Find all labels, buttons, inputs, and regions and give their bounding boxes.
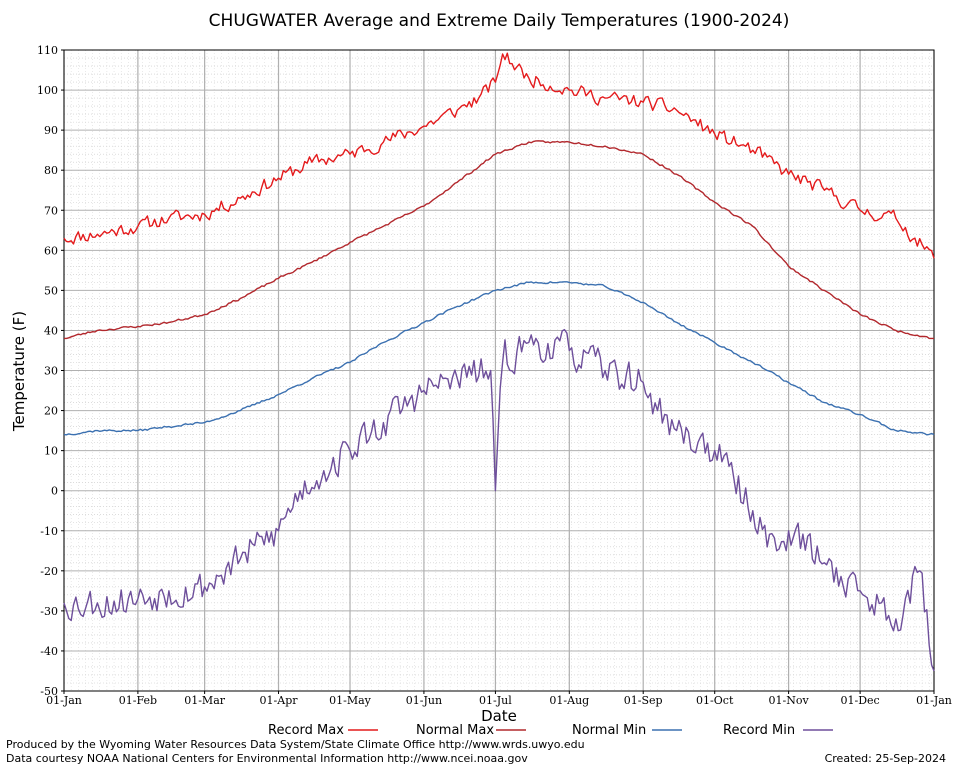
legend-label-record-max: Record Max xyxy=(268,723,344,738)
series-layer xyxy=(63,52,935,672)
y-tick-label: -10 xyxy=(40,525,58,538)
y-tick-label: 60 xyxy=(44,244,58,257)
y-tick-label: 110 xyxy=(37,44,58,57)
y-tick-label: 10 xyxy=(44,445,58,458)
x-axis-ticks: 01-Jan 01-Feb 01-Mar 01-Apr 01-May 01-Jun 01-J… xyxy=(46,691,952,707)
x-tick-label: 01-Mar xyxy=(184,694,226,707)
x-tick-label: 01-Feb xyxy=(119,694,157,707)
y-tick-label: -40 xyxy=(40,645,58,658)
y-tick-label: 30 xyxy=(44,365,58,378)
y-tick-label: -50 xyxy=(40,685,58,698)
y-tick-label: 20 xyxy=(44,405,58,418)
y-tick-label: -20 xyxy=(40,565,58,578)
legend-label-record-min: Record Min xyxy=(723,723,795,738)
footer-produced-by: Produced by the Wyoming Water Resources … xyxy=(6,738,585,751)
x-tick-label: 01-Oct xyxy=(696,694,734,707)
y-axis-ticks: -50 -40 -30 -20 -10 0 10 20 30 40 50 60 70 80 90 100 110 xyxy=(37,44,64,698)
legend-label-normal-min: Normal Min xyxy=(572,723,646,738)
footer-data-courtesy: Data courtesy NOAA National Centers for … xyxy=(6,752,528,765)
y-tick-label: 90 xyxy=(44,124,58,137)
series-line-normal-min xyxy=(63,281,935,436)
y-tick-label: 100 xyxy=(37,84,58,97)
y-tick-label: 80 xyxy=(44,164,58,177)
x-tick-label: 01-Jan xyxy=(916,694,952,707)
series-line-record-min xyxy=(63,328,935,672)
x-tick-label: 01-Apr xyxy=(260,694,299,707)
footer-created: Created: 25-Sep-2024 xyxy=(824,752,946,765)
chart-title: CHUGWATER Average and Extreme Daily Temp… xyxy=(209,11,790,31)
y-tick-label: 0 xyxy=(51,485,58,498)
legend-label-normal-max: Normal Max xyxy=(416,723,494,738)
y-tick-label: -30 xyxy=(40,605,58,618)
y-axis-label: Temperature (F) xyxy=(10,311,28,432)
x-tick-label: 01-Jan xyxy=(46,694,82,707)
x-tick-label: 01-Jun xyxy=(406,694,442,707)
y-tick-label: 40 xyxy=(44,324,58,337)
minor-grid xyxy=(63,50,934,691)
x-axis-label: Date xyxy=(481,707,517,725)
y-tick-label: 70 xyxy=(44,204,58,217)
legend: Record Max Normal Max Normal Min Record Min xyxy=(268,723,833,738)
series-line-normal-max xyxy=(64,140,934,340)
series-line-record-max xyxy=(63,52,935,259)
x-tick-label: 01-Nov xyxy=(769,694,810,707)
x-tick-label: 01-Jul xyxy=(479,694,512,707)
x-tick-label: 01-Sep xyxy=(624,694,663,707)
x-tick-label: 01-Dec xyxy=(841,694,880,707)
x-tick-label: 01-May xyxy=(329,694,372,707)
x-tick-label: 01-Aug xyxy=(549,694,589,707)
y-tick-label: 50 xyxy=(44,284,58,297)
